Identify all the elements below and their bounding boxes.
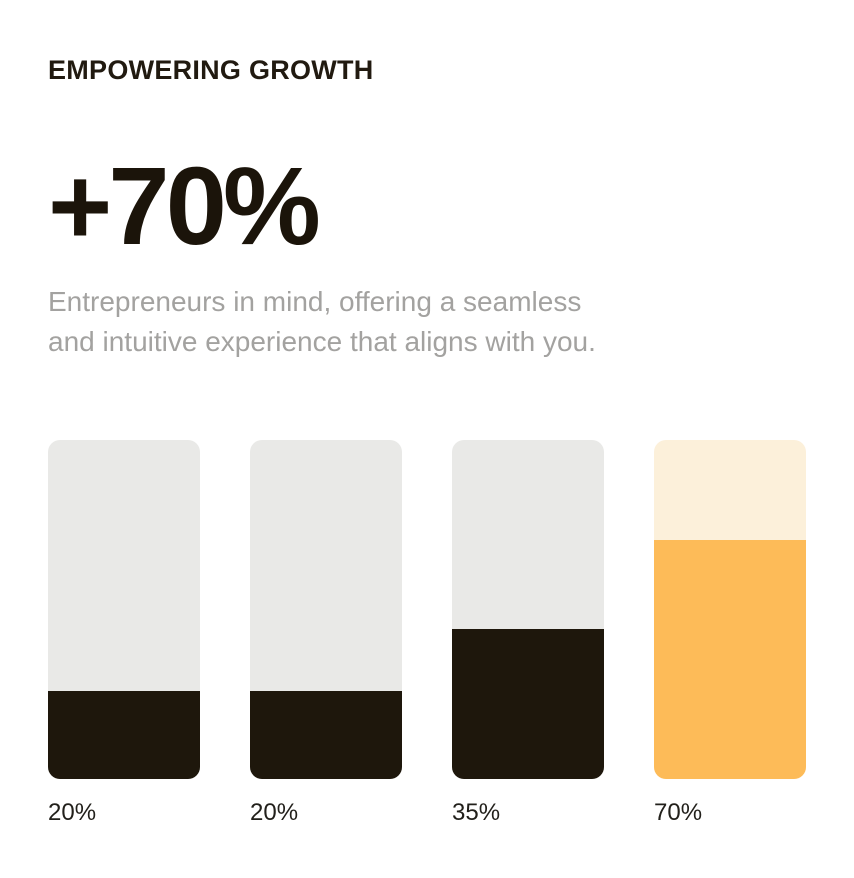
bar-value-label-3: 35% xyxy=(452,799,501,827)
bar-fill-3 xyxy=(452,628,604,780)
bar-fill-4 xyxy=(654,540,806,780)
bar-value-label-1: 20% xyxy=(48,799,97,827)
bar-fill-2 xyxy=(250,691,402,780)
bar-fill-1 xyxy=(48,691,200,780)
bar-track-3 xyxy=(452,440,604,780)
bar-track-1 xyxy=(48,440,200,780)
bar-column-1: 20% xyxy=(48,440,200,828)
bar-track-2 xyxy=(250,440,402,780)
bar-column-4: 70% xyxy=(654,440,806,828)
bar-value-label-4: 70% xyxy=(654,799,703,827)
headline-stat: +70% xyxy=(48,145,321,269)
bar-column-2: 20% xyxy=(250,440,402,828)
bar-value-label-2: 20% xyxy=(250,799,299,827)
bar-column-3: 35% xyxy=(452,440,604,828)
bar-track-4 xyxy=(654,440,806,780)
section-kicker: EMPOWERING GROWTH xyxy=(48,55,374,85)
progress-bar-chart: 20% 20% 35% 70% xyxy=(48,440,806,828)
subtitle-text: Entrepreneurs in mind, offering a seamle… xyxy=(48,286,596,358)
